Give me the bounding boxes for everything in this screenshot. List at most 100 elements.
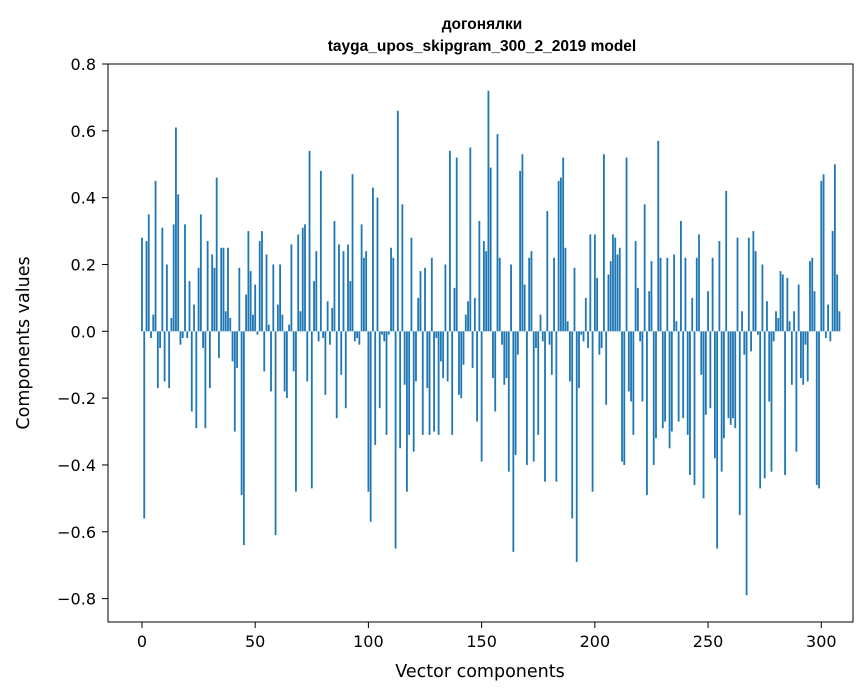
bar <box>285 331 288 399</box>
chart-title: догонялки <box>442 16 523 33</box>
bar <box>557 180 560 332</box>
bar <box>480 331 483 462</box>
bar <box>199 214 202 332</box>
bar <box>476 331 479 422</box>
bar <box>795 331 798 452</box>
bar <box>304 224 306 332</box>
bar <box>747 237 750 332</box>
bar <box>211 254 214 332</box>
bar <box>473 297 476 332</box>
bar <box>650 261 653 332</box>
bar <box>401 204 404 332</box>
bar <box>777 317 780 332</box>
bar <box>734 331 737 429</box>
bar <box>270 331 272 392</box>
bar <box>494 331 497 412</box>
x-tick-label: 150 <box>466 632 497 651</box>
bar <box>482 241 485 332</box>
bar <box>546 211 549 332</box>
bar <box>634 241 637 332</box>
bar <box>247 231 250 332</box>
bar <box>813 291 816 332</box>
bar <box>261 231 263 332</box>
bar <box>639 331 642 342</box>
bar <box>657 140 660 332</box>
bar <box>659 257 662 332</box>
x-tick-label: 250 <box>693 632 724 651</box>
bar <box>254 284 257 332</box>
bar <box>220 247 223 332</box>
bar <box>399 331 402 449</box>
bar <box>833 164 836 332</box>
bar <box>385 331 388 435</box>
bar <box>768 331 771 402</box>
bar <box>790 331 793 385</box>
bar <box>729 331 732 425</box>
bar <box>295 331 297 492</box>
bar <box>403 331 406 385</box>
bar <box>421 331 424 435</box>
y-tick-label: 0.6 <box>71 122 96 141</box>
bar <box>555 331 558 482</box>
bar <box>329 331 331 345</box>
bar <box>838 311 841 332</box>
bar <box>772 331 775 342</box>
bar <box>716 331 719 549</box>
bar <box>222 247 225 332</box>
bar <box>179 331 182 345</box>
bar <box>358 331 361 345</box>
bar <box>709 331 712 409</box>
bar <box>324 331 327 395</box>
bar <box>786 277 789 332</box>
y-tick-label: −0.6 <box>57 523 96 542</box>
bar <box>784 331 786 475</box>
bar <box>392 257 395 332</box>
x-axis: 0 50 100 150 200 250 300 <box>137 622 837 651</box>
bar <box>655 331 657 439</box>
bar <box>763 331 766 479</box>
y-tick-label: 0.4 <box>71 189 96 208</box>
bar <box>331 307 334 332</box>
bar <box>141 237 143 332</box>
bar <box>623 331 626 465</box>
bar <box>523 284 526 332</box>
bar <box>487 90 490 332</box>
bar <box>521 154 524 332</box>
x-tick-label: 0 <box>137 632 147 651</box>
bar <box>661 331 664 429</box>
bar <box>367 331 370 492</box>
bar <box>727 331 730 419</box>
bar <box>161 227 164 332</box>
bar <box>333 221 336 332</box>
bar <box>822 174 825 332</box>
bar <box>616 254 619 332</box>
bar <box>308 150 311 332</box>
bar <box>800 331 802 379</box>
bar <box>519 170 522 332</box>
bar <box>458 331 460 395</box>
bar <box>802 331 805 385</box>
bar <box>492 331 494 379</box>
bar <box>553 257 555 332</box>
bar <box>587 331 589 349</box>
bar <box>743 331 746 355</box>
bar <box>145 241 148 332</box>
bar <box>163 331 166 382</box>
bar <box>804 331 807 345</box>
bar <box>680 221 682 332</box>
bar <box>347 244 349 332</box>
bar <box>607 274 610 332</box>
bar <box>559 177 562 332</box>
bar <box>788 321 791 332</box>
bar <box>299 311 302 332</box>
bar <box>831 231 834 332</box>
bar <box>528 257 531 332</box>
bar <box>698 234 700 332</box>
bar <box>206 241 209 332</box>
bar <box>290 244 293 332</box>
bar <box>836 274 839 332</box>
bar <box>573 267 576 332</box>
y-tick-label: 0.2 <box>71 255 96 274</box>
bar <box>754 251 757 332</box>
